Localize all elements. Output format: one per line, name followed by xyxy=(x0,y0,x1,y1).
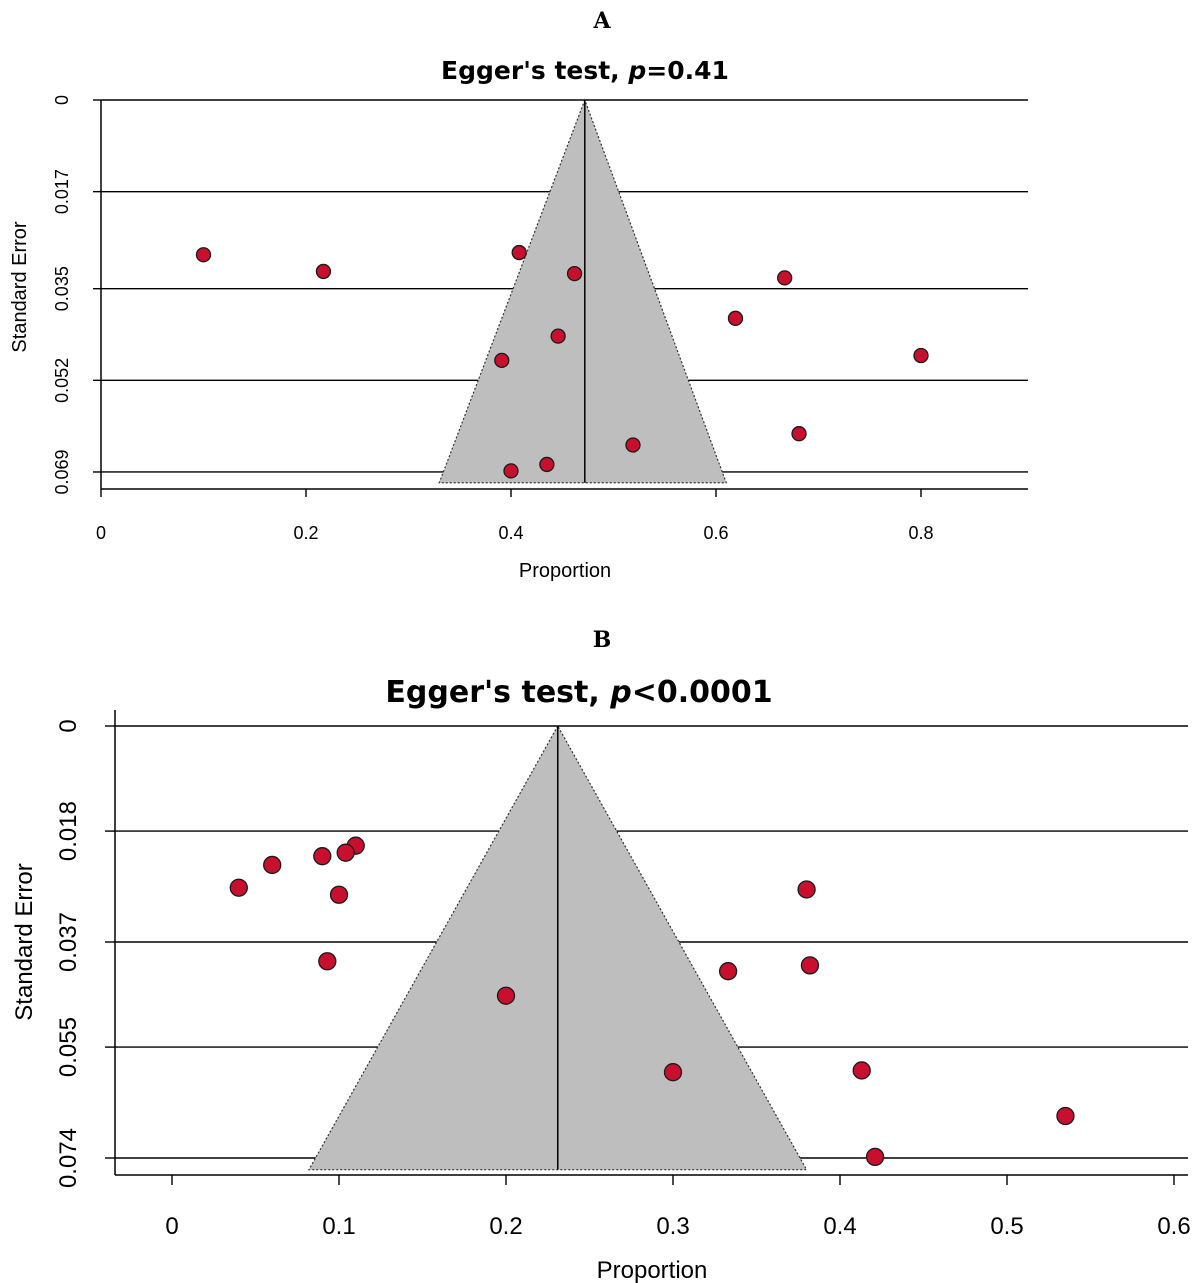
x-tick-label-3: 0.6 xyxy=(703,523,728,543)
study-point-4 xyxy=(777,270,793,286)
study-point-2 xyxy=(511,244,527,261)
panel-a-y-ticks: 0 0.017 0.035 0.052 0.069 xyxy=(52,95,101,495)
y-tick-label-3: 0.052 xyxy=(52,358,72,403)
y-tick-label-2: 0.035 xyxy=(52,266,72,311)
panel-b-title-prefix: Egger's test, xyxy=(385,675,610,710)
study-point-0 xyxy=(195,247,212,263)
study-point-12 xyxy=(503,463,519,479)
x-tick-label-0: 0 xyxy=(96,523,106,543)
study-point-9 xyxy=(718,962,738,981)
study-point-8 xyxy=(913,347,929,364)
y-tick-label-1: 0.018 xyxy=(55,801,82,861)
panel-a-title-prefix: Egger's test, xyxy=(441,56,628,85)
study-point-10 xyxy=(625,437,641,453)
x-tick-label-4: 0.8 xyxy=(908,523,933,543)
panel-b-y-ticks: 0 0.018 0.037 0.055 0.074 xyxy=(55,719,115,1188)
panel-b-points xyxy=(229,836,1075,1166)
panel-a-y-axis-label: Standard Error xyxy=(9,221,31,353)
study-point-13 xyxy=(1056,1106,1075,1126)
x-tick-label-1: 0.1 xyxy=(322,1213,355,1240)
panel-a-title-suffix: =0.41 xyxy=(646,56,729,85)
study-point-8 xyxy=(800,956,820,975)
x-tick-label-3: 0.3 xyxy=(656,1213,689,1240)
x-tick-label-2: 0.2 xyxy=(489,1213,522,1240)
panel-b-label: B xyxy=(593,627,612,653)
x-tick-label-6: 0.6 xyxy=(1157,1213,1190,1240)
study-point-12 xyxy=(852,1061,871,1080)
panel-b-x-ticks: 0 0.1 0.2 0.3 0.4 0.5 0.6 xyxy=(165,1175,1191,1240)
panel-a-points xyxy=(195,244,929,479)
y-tick-label-2: 0.037 xyxy=(55,912,82,972)
study-point-6 xyxy=(550,328,566,344)
panel-b-title-p: p xyxy=(609,675,631,710)
study-point-3 xyxy=(566,265,583,282)
study-point-1 xyxy=(315,263,332,280)
y-tick-label-4: 0.069 xyxy=(52,449,72,494)
panel-b-title: Egger's test, p<0.0001 xyxy=(385,675,772,710)
study-point-5 xyxy=(329,885,349,904)
panel-a-label: A xyxy=(592,8,611,34)
panel-a: A Egger's test, p=0.41 0 0.2 0.4 0.6 0.8 0 0.… xyxy=(9,8,1028,582)
study-point-2 xyxy=(313,847,332,866)
y-tick-label-1: 0.017 xyxy=(52,169,72,214)
panel-a-x-ticks: 0 0.2 0.4 0.6 0.8 xyxy=(96,489,934,543)
study-point-11 xyxy=(663,1063,683,1082)
study-point-14 xyxy=(865,1147,885,1166)
panel-a-x-axis-label: Proportion xyxy=(519,560,611,582)
x-tick-label-5: 0.5 xyxy=(990,1213,1023,1240)
y-tick-label-0: 0 xyxy=(55,719,82,732)
study-point-5 xyxy=(727,310,744,326)
y-tick-label-0: 0 xyxy=(52,95,72,105)
study-point-4 xyxy=(229,878,248,897)
study-point-1 xyxy=(336,843,355,862)
study-point-6 xyxy=(797,880,816,899)
x-tick-label-1: 0.2 xyxy=(293,523,318,543)
panel-b: B Egger's test, p<0.0001 0 0.1 0.2 0.3 0.4 0.… xyxy=(11,627,1191,1283)
study-point-7 xyxy=(318,952,337,971)
study-point-3 xyxy=(263,855,282,875)
panel-a-title: Egger's test, p=0.41 xyxy=(441,56,729,85)
study-point-10 xyxy=(496,986,516,1005)
y-tick-label-3: 0.055 xyxy=(55,1017,82,1077)
y-tick-label-4: 0.074 xyxy=(55,1128,82,1188)
panel-b-x-axis-label: Proportion xyxy=(597,1257,708,1283)
panel-b-y-axis-label: Standard Error xyxy=(11,863,38,1020)
panel-a-funnel xyxy=(438,98,728,484)
x-tick-label-4: 0.4 xyxy=(823,1213,856,1240)
study-point-9 xyxy=(791,426,807,442)
study-point-11 xyxy=(539,456,555,473)
panel-b-title-suffix: <0.0001 xyxy=(632,675,773,710)
study-point-7 xyxy=(494,352,510,369)
x-tick-label-0: 0 xyxy=(165,1213,178,1240)
panel-a-title-p: p xyxy=(627,56,646,85)
x-tick-label-2: 0.4 xyxy=(498,523,523,543)
